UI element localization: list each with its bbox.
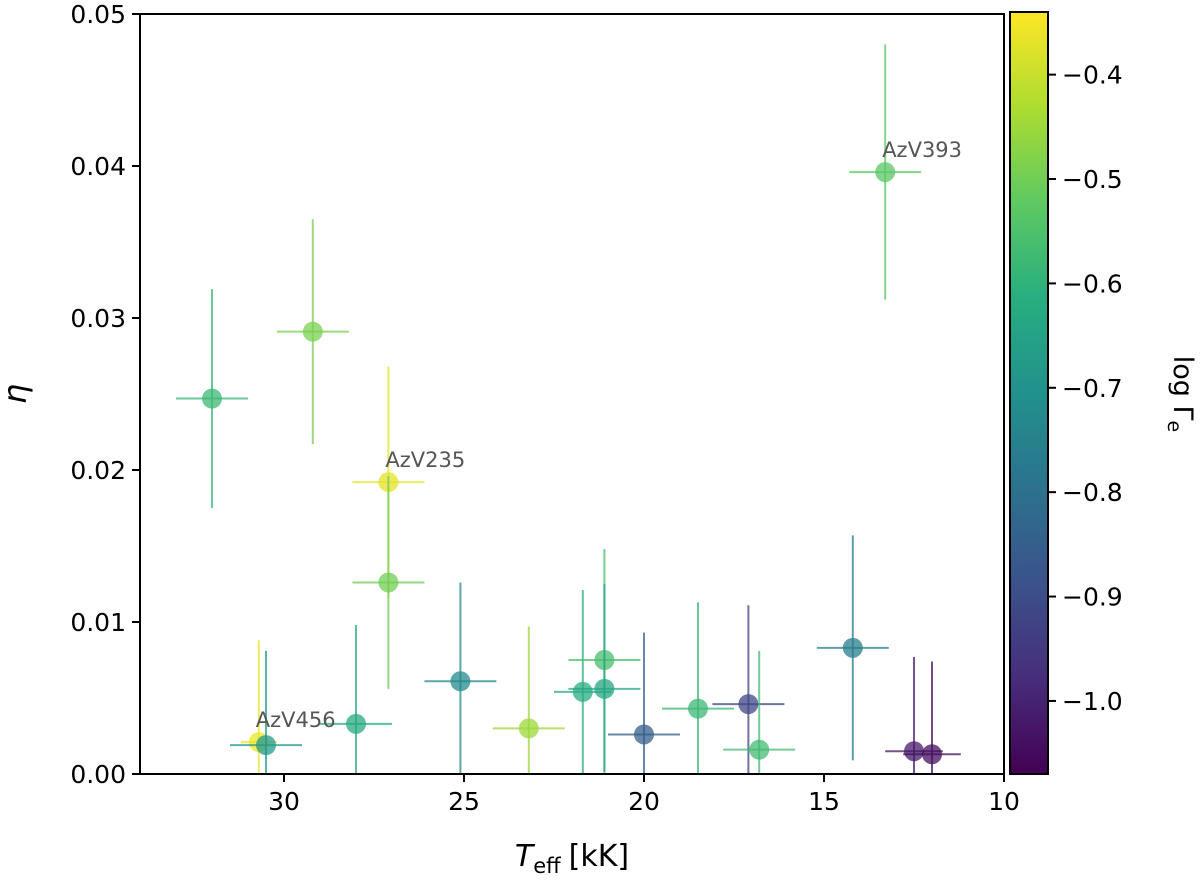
point-marker (572, 681, 593, 702)
point-marker (875, 162, 896, 183)
colorbar-label: log Γe (1163, 356, 1198, 433)
data-point-10 (554, 590, 612, 774)
data-point-4 (849, 44, 922, 300)
data-point-17 (816, 535, 889, 761)
data-point-14 (662, 602, 734, 774)
x-axis-label-main: T (515, 839, 536, 874)
colorbar (1009, 11, 1049, 775)
colorbar-label-sub: e (1163, 421, 1185, 433)
annotation-label: AzV456 (256, 708, 336, 732)
x-tick-label: 30 (268, 787, 300, 816)
colorbar-tick-label: −0.9 (1062, 583, 1123, 612)
y-tick-label: 0.05 (70, 0, 126, 29)
data-point-7 (320, 625, 392, 774)
y-axis-label: η (0, 384, 34, 404)
point-marker (738, 694, 759, 715)
x-axis-label-unit: [kK] (569, 839, 629, 874)
y-axis-ticks: 0.00 0.01 0.02 0.03 0.04 0.05 (70, 0, 140, 789)
colorbar-ticks: −1.0 −0.9 −0.8 −0.7 −0.6 −0.5 −0.4 (1048, 61, 1123, 716)
data-point-0 (176, 289, 248, 508)
point-marker (922, 744, 942, 765)
point-marker (346, 713, 366, 734)
x-tick-label: 15 (808, 787, 840, 816)
annotations: AzV235 AzV393 AzV456 (256, 138, 962, 732)
colorbar-tick-label: −1.0 (1062, 687, 1123, 716)
colorbar-tick-label: −0.8 (1062, 478, 1123, 507)
x-axis-ticks: 30 25 20 15 10 (268, 774, 1020, 816)
point-marker (518, 718, 539, 739)
x-tick-label: 10 (988, 787, 1020, 816)
point-marker (749, 739, 770, 760)
point-marker (594, 678, 615, 699)
x-axis-label-sub: eff (533, 854, 561, 878)
colorbar-tick-label: −0.5 (1062, 165, 1123, 194)
data-point-6 (230, 650, 302, 774)
point-marker (904, 741, 924, 762)
point-marker (842, 637, 863, 658)
point-marker (378, 572, 399, 593)
data-point-13 (608, 632, 680, 774)
x-tick-label: 25 (448, 787, 480, 816)
data-point-15 (712, 605, 785, 774)
data-point-12 (568, 584, 641, 774)
point-marker (202, 388, 222, 409)
point-marker (302, 321, 323, 342)
x-axis-label: Teff [kK] (515, 839, 629, 878)
y-tick-label: 0.02 (70, 456, 126, 485)
colorbar-tick-label: −0.6 (1062, 269, 1123, 298)
data-point-3 (352, 476, 425, 689)
annotation-label: AzV393 (882, 138, 962, 162)
plot-frame (139, 13, 1005, 775)
y-tick-label: 0.03 (70, 304, 126, 333)
y-tick-label: 0.04 (70, 152, 126, 181)
data-point-1 (276, 219, 349, 445)
y-tick-label: 0.01 (70, 608, 126, 637)
colorbar-label-main: log Γ (1167, 356, 1198, 421)
colorbar-tick-label: −0.4 (1062, 61, 1123, 90)
point-marker (688, 698, 708, 719)
data-points (176, 44, 961, 774)
x-tick-label: 20 (628, 787, 660, 816)
point-marker (634, 724, 654, 745)
data-point-8 (424, 582, 497, 774)
colorbar-tick-label: −0.7 (1062, 374, 1123, 403)
y-tick-label: 0.00 (70, 760, 126, 789)
data-point-19 (903, 661, 961, 774)
data-point-9 (492, 626, 565, 774)
annotation-label: AzV235 (385, 448, 465, 472)
data-point-16 (723, 650, 796, 774)
point-marker (256, 735, 276, 756)
point-marker (450, 671, 471, 692)
